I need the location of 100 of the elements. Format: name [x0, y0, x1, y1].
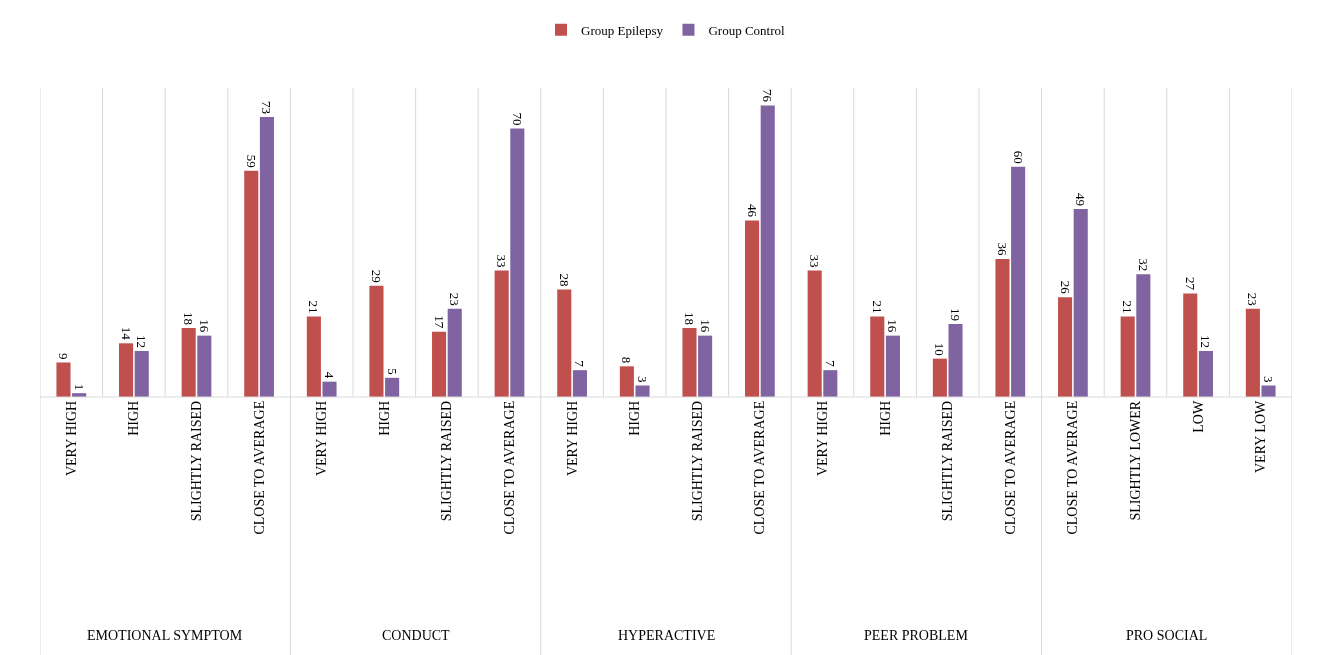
bar: [306, 316, 321, 397]
bar: [807, 270, 822, 397]
data-label: 59: [243, 154, 259, 168]
data-label: 1: [71, 383, 87, 391]
data-label: 21: [1120, 300, 1136, 314]
data-label: 5: [384, 368, 400, 375]
data-label: 9: [55, 352, 71, 360]
x-tick-label: SLIGHTLY LOWER: [1128, 400, 1144, 521]
bar: [134, 350, 149, 397]
data-label: 23: [1245, 292, 1261, 306]
bar: [432, 331, 447, 397]
bar: [510, 128, 525, 397]
x-tick-label: CLOSE TO AVERAGE: [752, 400, 768, 535]
x-tick-label: LOW: [1190, 400, 1206, 433]
x-tick-label: HIGH: [877, 400, 893, 436]
bar: [1261, 385, 1276, 397]
bar: [1245, 308, 1260, 397]
legend-label: Group Epilepsy: [581, 22, 664, 38]
data-label: 73: [259, 101, 275, 114]
bar: [181, 327, 196, 397]
x-tick-label: SLIGHTLY RAISED: [940, 400, 956, 522]
data-label: 70: [509, 112, 525, 126]
data-label: 7: [572, 360, 588, 368]
x-tick-label: VERY HIGH: [815, 400, 831, 477]
data-label: 12: [134, 334, 150, 348]
data-label: 76: [760, 88, 776, 103]
bar: [572, 370, 587, 397]
bar: [1058, 297, 1073, 397]
bar: [698, 335, 713, 397]
bar: [1120, 316, 1135, 397]
x-tick-label: CLOSE TO AVERAGE: [1002, 400, 1018, 535]
data-label: 10: [932, 342, 948, 356]
x-tick-label: HIGH: [376, 400, 392, 436]
data-label: 33: [494, 254, 510, 268]
legend-label: Group Control: [708, 22, 786, 38]
data-label: 33: [807, 254, 823, 268]
bar: [745, 220, 760, 397]
bar: [948, 324, 963, 397]
x-tick-label: VERY HIGH: [314, 400, 330, 477]
data-label: 27: [1182, 276, 1198, 291]
bar: [619, 366, 634, 397]
data-label: 16: [196, 319, 212, 333]
bar: [635, 385, 650, 397]
data-label: 8: [619, 356, 635, 364]
data-label: 14: [118, 326, 134, 341]
bar: [557, 289, 572, 397]
text: CONDUCT: [382, 628, 451, 643]
bar: [1183, 293, 1198, 397]
bar: [932, 358, 947, 397]
x-tick-label: SLIGHTLY RAISED: [189, 400, 205, 522]
x-tick-label: VERY HIGH: [564, 400, 580, 477]
x-tick-label: HIGH: [126, 400, 142, 436]
data-label: 36: [994, 242, 1010, 256]
bar: [1073, 209, 1088, 397]
data-label: 60: [1010, 150, 1026, 164]
data-label: 18: [681, 311, 697, 325]
bar: [823, 370, 838, 397]
data-label: 16: [697, 319, 713, 333]
x-tick-label: CLOSE TO AVERAGE: [1065, 400, 1081, 535]
data-label: 28: [556, 273, 572, 287]
bar: [385, 377, 400, 397]
bar: [322, 381, 337, 397]
x-tick-label: CLOSE TO AVERAGE: [251, 400, 267, 535]
bar: [244, 170, 259, 397]
x-tick-label: CLOSE TO AVERAGE: [502, 400, 518, 535]
x-tick-label: HIGH: [627, 400, 643, 436]
data-label: 32: [1135, 258, 1151, 272]
bar: [995, 258, 1010, 397]
data-label: 3: [635, 375, 651, 383]
bar: [369, 285, 384, 397]
data-label: 4: [322, 371, 338, 379]
bar: [119, 343, 134, 397]
bar: [885, 335, 900, 397]
bar: [447, 308, 462, 397]
x-tick-label: VERY HIGH: [63, 400, 79, 477]
bar: [760, 105, 775, 397]
bar: [1136, 274, 1151, 397]
bar: [870, 316, 885, 397]
x-tick-label: VERY LOW: [1253, 400, 1269, 473]
data-label: 21: [306, 300, 322, 314]
data-label: 46: [744, 204, 760, 218]
text: PRO SOCIAL: [1126, 628, 1208, 643]
bar: [682, 327, 697, 397]
data-label: 29: [368, 269, 384, 283]
data-label: 16: [885, 319, 901, 333]
data-label: 12: [1198, 334, 1214, 348]
bar: [1198, 350, 1213, 397]
data-label: 3: [1261, 375, 1277, 383]
data-label: 7: [822, 360, 838, 368]
data-label: 26: [1057, 280, 1073, 295]
x-tick-label: SLIGHTLY RAISED: [689, 400, 705, 522]
x-tick-label: SLIGHTLY RAISED: [439, 400, 455, 522]
bar: [1011, 166, 1026, 397]
data-label: 21: [869, 300, 885, 314]
text: PEER PROBLEM: [864, 628, 969, 643]
data-label: 19: [948, 308, 964, 322]
data-label: 23: [447, 292, 463, 306]
bar: [259, 117, 274, 397]
bar: [494, 270, 509, 397]
bar: [197, 335, 212, 397]
